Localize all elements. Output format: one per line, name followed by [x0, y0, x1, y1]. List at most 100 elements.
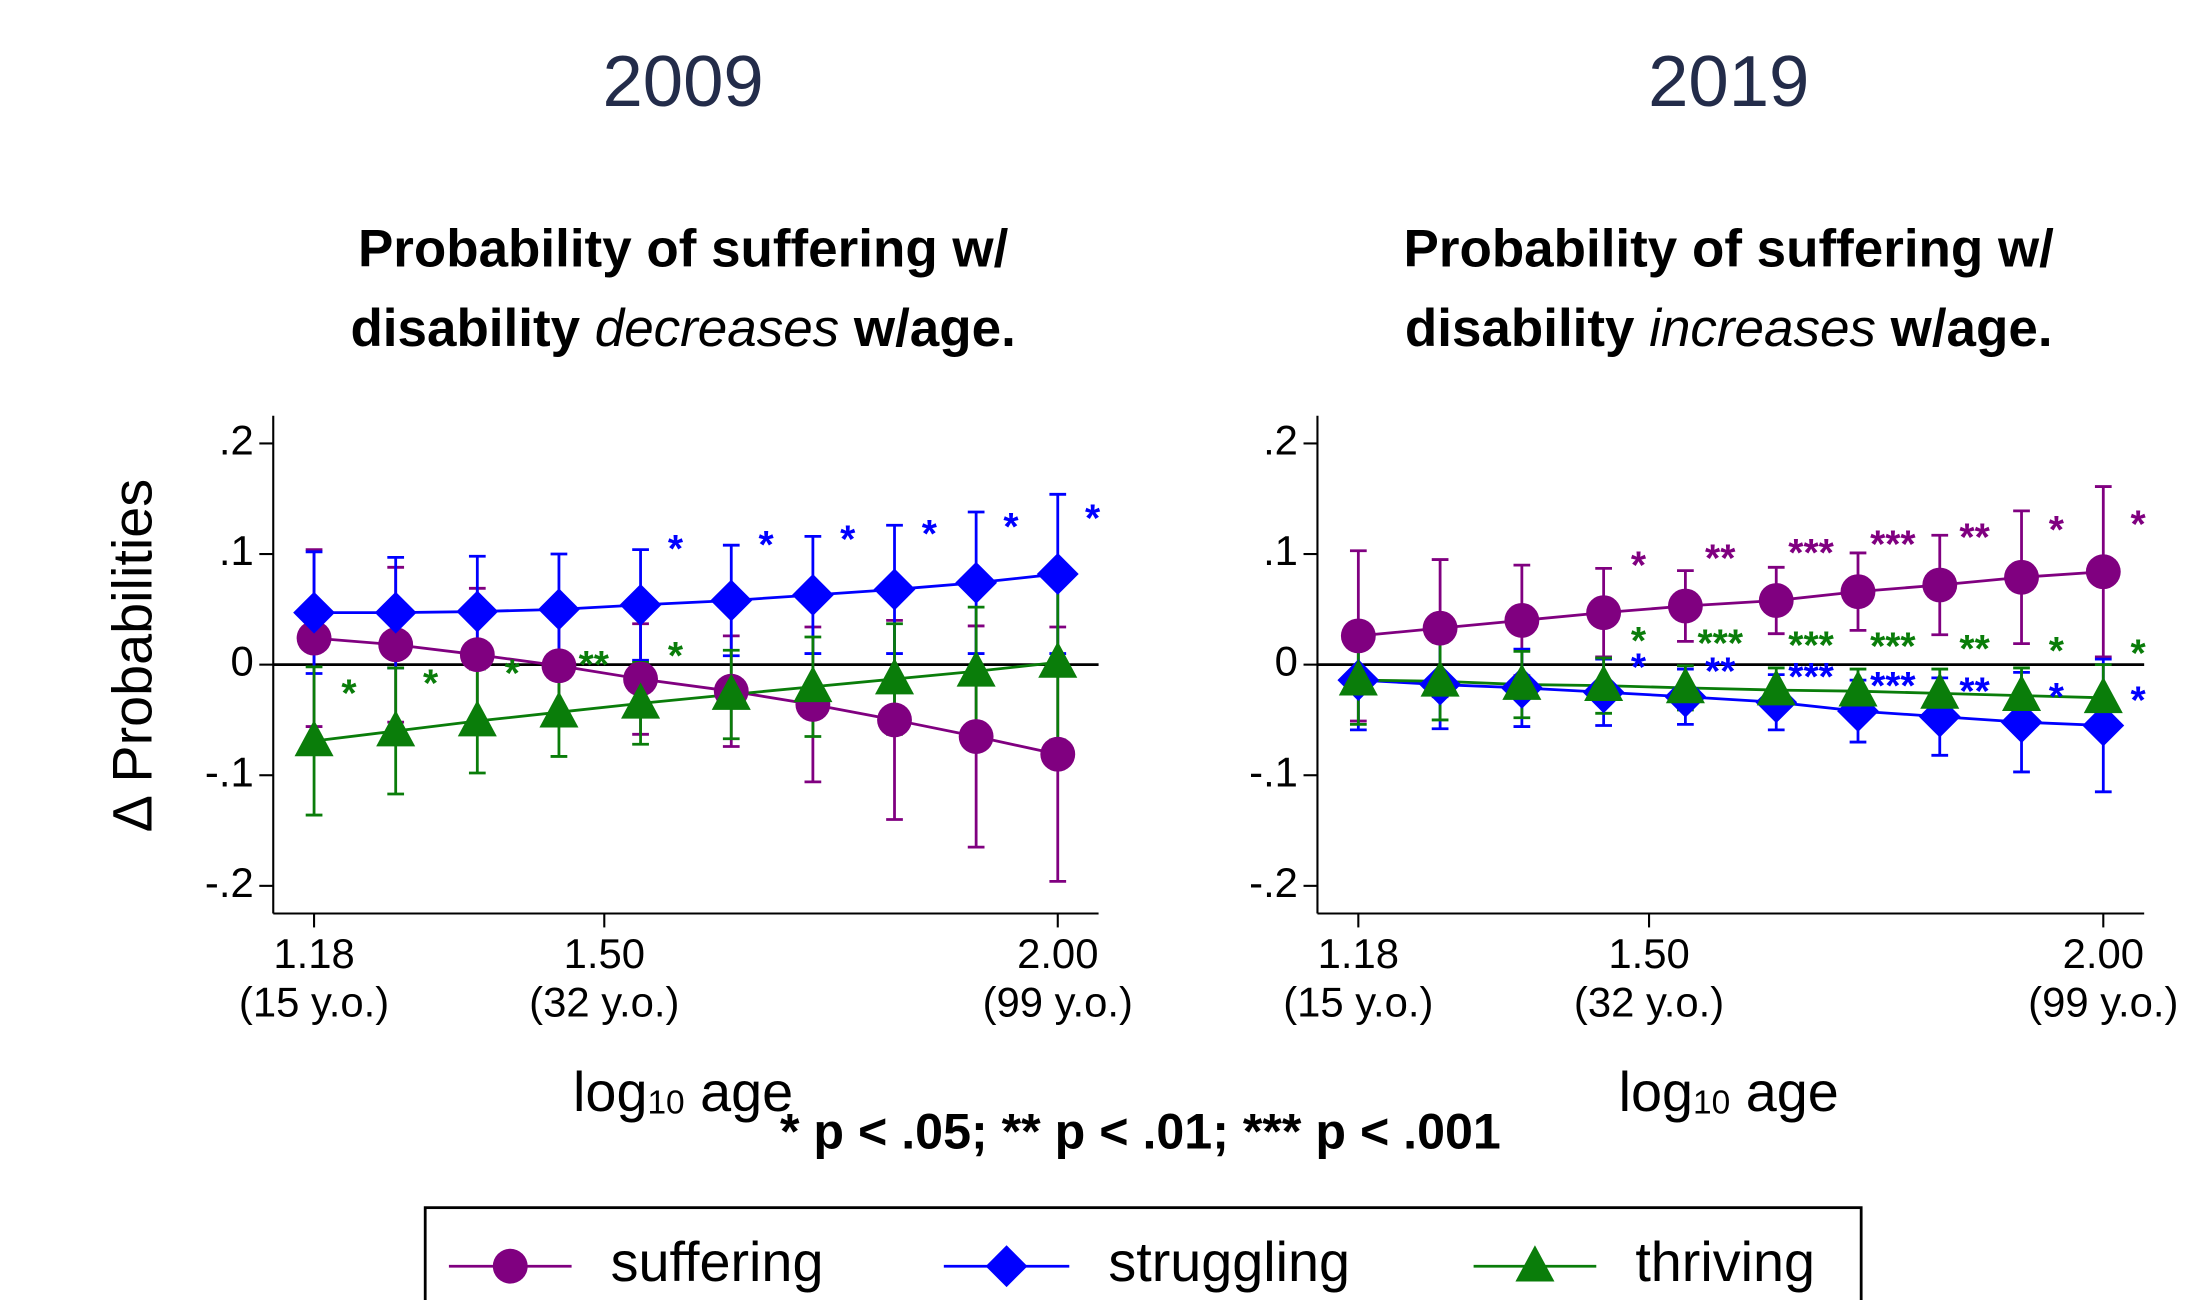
title-part: disability	[1405, 299, 1635, 358]
marker	[2002, 674, 2042, 711]
significance-star: *	[1003, 506, 1019, 549]
marker	[621, 682, 661, 719]
y-axis-label: Δ Probabilities	[101, 479, 163, 832]
x-axis-label: log10 age	[573, 1061, 793, 1131]
series-line	[313, 636, 1059, 756]
significance-star: **	[1705, 651, 1736, 694]
title-part: w/age.	[1890, 299, 2053, 358]
x-tick-label: 1.50	[564, 930, 645, 977]
series-line	[1358, 570, 2104, 638]
x-tick-label: 2.00	[2063, 930, 2144, 977]
significance-star: ***	[1870, 626, 1916, 669]
marker	[2000, 701, 2043, 744]
significance-star: *	[1085, 497, 1101, 540]
legend-label: thriving	[1635, 1231, 1815, 1293]
significance-star: ***	[1788, 625, 1834, 668]
marker	[2085, 554, 2121, 590]
marker	[459, 637, 495, 673]
significance-star: *	[922, 513, 938, 556]
marker	[2082, 704, 2125, 747]
y-tick-label: .1	[1263, 527, 1298, 574]
marker	[1665, 666, 1705, 704]
marker	[1422, 610, 1458, 646]
marker	[958, 719, 994, 754]
marker	[294, 720, 334, 757]
significance-star: *	[759, 524, 775, 567]
y-tick-label: 0	[230, 638, 253, 685]
marker	[1502, 663, 1542, 700]
y-tick-label: -.2	[1249, 859, 1298, 906]
x-tick-age: (15 y.o.)	[239, 979, 389, 1026]
significance-note: * p < .05; ** p < .01; *** p < .001	[780, 1103, 1501, 1159]
significance-star: ***	[1870, 523, 1916, 566]
title-italic: increases	[1649, 299, 1876, 358]
legend-label: struggling	[1108, 1231, 1350, 1293]
panel-title: Probability of suffering w/	[358, 220, 1009, 279]
significance-star: *	[423, 663, 439, 706]
marker	[874, 658, 915, 695]
series-line	[314, 572, 1058, 615]
marker	[1667, 588, 1703, 624]
x-tick-label: 1.18	[1318, 930, 1399, 977]
marker	[2004, 559, 2039, 595]
panel-year: 2009	[603, 41, 764, 122]
marker	[877, 702, 912, 738]
marker	[955, 561, 998, 604]
significance-star: *	[2131, 632, 2147, 675]
marker	[711, 673, 751, 710]
marker	[376, 710, 416, 747]
marker	[1918, 695, 1961, 738]
y-tick-label: -.2	[205, 859, 254, 906]
x-axis-label: log10 age	[1619, 1061, 1839, 1131]
significance-star: *	[1631, 646, 1647, 689]
x-tick-age: (99 y.o.)	[983, 979, 1133, 1026]
y-tick-label: -.1	[205, 748, 254, 795]
y-tick-label: .2	[1263, 416, 1298, 463]
y-tick-label: .1	[219, 527, 254, 574]
y-tick-label: -.1	[1249, 748, 1298, 795]
legend-label: suffering	[611, 1231, 824, 1293]
x-label-part: log	[1619, 1061, 1693, 1123]
significance-star: **	[1959, 517, 1990, 560]
legend-marker	[492, 1248, 528, 1284]
panel-title: disability decreases w/age.	[350, 299, 1015, 358]
legend-marker	[985, 1245, 1028, 1288]
marker	[1504, 602, 1540, 638]
significance-star: *	[2131, 503, 2147, 546]
significance-star: *	[840, 518, 856, 561]
marker	[710, 579, 753, 622]
title-part: disability	[350, 299, 580, 358]
marker	[456, 590, 499, 633]
x-tick-label: 1.50	[1608, 930, 1689, 977]
marker	[2083, 676, 2123, 714]
significance-star: *	[1631, 620, 1647, 663]
marker	[1340, 618, 1376, 654]
series-line	[1358, 678, 2104, 727]
marker	[793, 665, 833, 703]
marker	[457, 700, 497, 737]
panel-year: 2019	[1648, 41, 1809, 122]
legend-marker	[1515, 1245, 1555, 1282]
marker	[1840, 574, 1876, 610]
x-tick-age: (15 y.o.)	[1283, 979, 1433, 1026]
significance-star: *	[2049, 509, 2065, 552]
y-tick-label: 0	[1275, 638, 1298, 685]
significance-star: **	[579, 644, 610, 687]
significance-star: *	[668, 528, 684, 571]
x-tick-age: (32 y.o.)	[529, 979, 679, 1026]
significance-star: *	[2049, 630, 2065, 673]
marker	[541, 648, 577, 684]
marker	[956, 650, 996, 687]
legend-box	[423, 1206, 1863, 1300]
significance-star: *	[505, 653, 521, 696]
significance-star: *	[2049, 676, 2065, 719]
title-italic: decreases	[595, 299, 839, 358]
series-line	[1358, 678, 2104, 700]
marker	[1584, 664, 1624, 701]
marker	[873, 568, 916, 611]
x-label-part: age	[700, 1061, 793, 1123]
title-part: w/age.	[853, 299, 1016, 358]
series-line	[313, 661, 1058, 743]
significance-star: *	[1631, 544, 1647, 587]
